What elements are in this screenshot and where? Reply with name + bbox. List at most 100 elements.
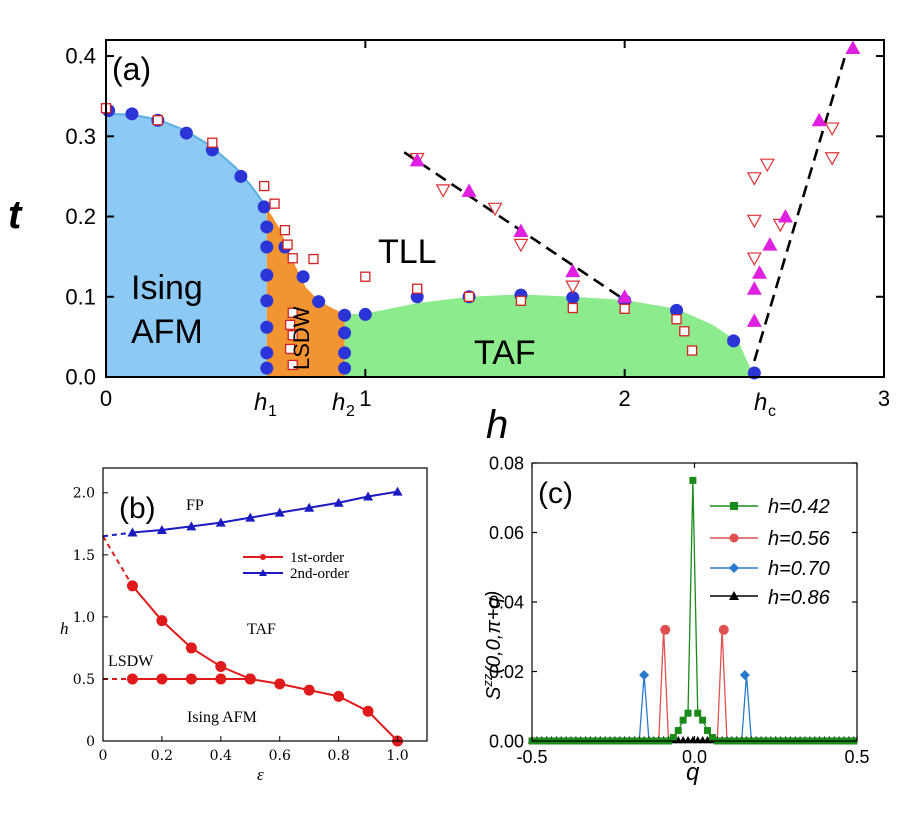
c-series-line-1 [532, 629, 854, 742]
critical-label-hc: h c [754, 389, 776, 420]
magenta-triangle-point-0 [409, 152, 425, 167]
legend-item-h070: h=0.70 [710, 558, 830, 580]
blue-circle-point-27 [670, 303, 684, 317]
y-tick-label-1: 0.5 [73, 672, 95, 688]
open-square-point-10 [284, 319, 296, 330]
c-series-0-point-34 [694, 709, 702, 717]
b-series-2-point-6 [304, 502, 315, 512]
legend-label-h070: h=0.70 [768, 558, 830, 580]
magenta-triangle-point-7 [752, 265, 768, 279]
legend-label-2nd-order: 2nd-order [290, 566, 349, 582]
y-tick-label-2: 0.2 [65, 204, 96, 229]
x-tick-label-1: 0.2 [151, 748, 173, 764]
y-tick-label-0: 0.0 [65, 365, 96, 390]
legend-item-1st-order: 1st-order [243, 550, 344, 566]
critical-label-h2: h 2 [332, 389, 355, 420]
blue-circle-point-19 [338, 346, 352, 360]
open-square-point-18 [567, 302, 578, 314]
legend-marker-2nd-order [259, 569, 267, 576]
c-series-0-point-32 [684, 709, 692, 717]
c-series-0-point-36 [704, 727, 711, 735]
b-series-2-point-8 [363, 491, 374, 501]
region-label-fp: FP [186, 497, 204, 514]
panel-a: 0 1 2 30.00.10.20.30.4 (a) Ising AFM LSDW T… [8, 39, 890, 447]
c-series-0-point-29 [669, 734, 677, 742]
blue-circle-point-20 [338, 361, 352, 375]
x-tick-label-2: 0.5 [844, 747, 869, 767]
x-tick-label-2: 2 [619, 386, 631, 411]
open-square-point-11 [287, 330, 298, 341]
critical-label-h1-base: h [254, 389, 267, 416]
b-series-0-point-0 [126, 580, 138, 592]
c-series-2-point-0 [639, 669, 650, 680]
legend-label-h056: h=0.56 [768, 528, 831, 550]
y-tick-label-1: 0.1 [65, 284, 96, 309]
legend-item-h086: h=0.86 [710, 587, 831, 609]
b-series-0-point-5 [274, 678, 286, 690]
y-tick-label-0: 0 [86, 734, 95, 750]
legend-marker-h056 [729, 533, 739, 543]
open-square-point-1 [152, 115, 164, 126]
critical-label-hc-sub: c [768, 403, 776, 420]
blue-circle-point-16 [312, 295, 326, 309]
critical-label-h1-sub: 1 [268, 403, 277, 420]
critical-label-h1: h 1 [254, 389, 277, 420]
open-triangle-point-5 [746, 172, 762, 186]
legend-marker-h042 [730, 502, 738, 510]
legend-item-h042: h=0.42 [710, 496, 830, 518]
c-series-0-point-37 [708, 734, 716, 742]
panel-c-ylabel-base: S [483, 686, 505, 700]
blue-circle-point-9 [260, 268, 274, 282]
c-series-1-point-1 [718, 624, 729, 635]
b-series-2-point-2 [186, 521, 197, 531]
region-label-ising: Ising [131, 269, 203, 307]
open-square-point-21 [679, 326, 690, 337]
region-label-tll: TLL [378, 233, 437, 271]
magenta-triangle-point-2 [513, 223, 529, 237]
b-series-1-point-4 [244, 673, 256, 685]
magenta-triangle-point-3 [565, 263, 581, 278]
b-series-line-2 [132, 490, 398, 534]
panel-b-legend: 1st-order 2nd-order [243, 550, 349, 582]
svg-text:Szz(0,0,π+q): Szz(0,0,π+q) [480, 591, 505, 700]
x-tick-label-0: 0 [100, 386, 112, 411]
dashed-boundary-0 [403, 151, 626, 302]
open-square-point-16 [463, 291, 475, 302]
open-square-point-14 [360, 271, 371, 282]
open-triangle-point-3 [513, 238, 529, 253]
y-tick-label-1: 0.02 [489, 662, 524, 682]
y-tick-label-2: 1.0 [73, 610, 95, 626]
panel-b-label: (b) [119, 492, 156, 525]
y-tick-label-4: 0.08 [489, 453, 524, 473]
b-series-2-point-4 [245, 512, 256, 522]
blue-circle-point-8 [260, 240, 274, 254]
b-dashed-extension-2 [102, 531, 133, 538]
blue-circle-point-13 [260, 361, 274, 375]
open-square-point-17 [515, 295, 527, 306]
panel-c-legend: h=0.42 h=0.56 h=0.70 h=0.86 [710, 496, 831, 609]
b-series-1-point-0 [126, 673, 138, 685]
b-series-0-point-6 [303, 684, 315, 696]
panel-c-ylabel-arg: (0,0,π+q) [483, 591, 505, 674]
c-series-2-point-1 [739, 669, 750, 680]
x-tick-label-1: 0.0 [682, 747, 707, 767]
legend-item-h056: h=0.56 [710, 528, 831, 550]
panel-b-ylabel: h [60, 619, 69, 638]
open-triangle-point-11 [824, 122, 840, 136]
region-label-lsdw: LSDW [289, 306, 314, 370]
y-tick-label-0: 0.00 [489, 731, 524, 751]
magenta-triangle-point-5 [746, 313, 762, 327]
region-label-lsdw-b: LSDW [108, 653, 154, 670]
c-series-line-0 [532, 480, 854, 742]
open-square-point-20 [671, 314, 682, 325]
blue-circle-point-1 [125, 107, 139, 121]
legend-label-h042: h=0.42 [768, 496, 830, 518]
x-tick-label-3: 0.6 [269, 748, 291, 764]
magenta-triangle-point-10 [811, 112, 827, 127]
b-series-2-point-7 [333, 497, 344, 507]
open-square-point-6 [282, 239, 293, 250]
panel-c-label: (c) [538, 477, 573, 510]
blue-circle-point-18 [338, 326, 352, 340]
b-series-0-point-3 [215, 661, 227, 673]
blue-circle-point-6 [257, 200, 271, 214]
